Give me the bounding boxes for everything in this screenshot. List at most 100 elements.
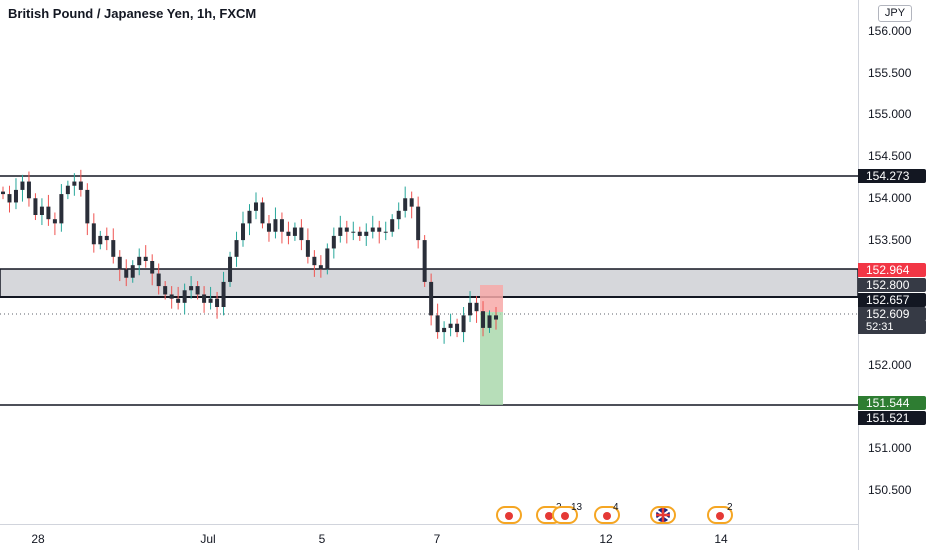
candle-body bbox=[396, 210, 401, 220]
candle-body bbox=[429, 281, 434, 316]
candle-body bbox=[150, 261, 155, 274]
zone-rect[interactable] bbox=[0, 268, 858, 298]
candle-body bbox=[442, 327, 447, 333]
candle-body bbox=[72, 181, 77, 186]
candle-body bbox=[59, 194, 64, 224]
symbol-title[interactable]: British Pound / Japanese Yen, 1h, FXCM bbox=[8, 6, 257, 21]
candles-group bbox=[1, 169, 498, 344]
time-label: Jul bbox=[200, 532, 216, 546]
candle-body bbox=[189, 286, 194, 291]
candle-body bbox=[331, 235, 336, 249]
candle-body bbox=[13, 189, 18, 203]
price-tick: 153.500 bbox=[868, 233, 912, 247]
event-dot bbox=[716, 512, 724, 520]
candle-body bbox=[169, 294, 174, 299]
candle-body bbox=[46, 206, 51, 220]
candle-body bbox=[292, 227, 297, 236]
event-dot bbox=[505, 512, 513, 520]
uk-flag-icon[interactable] bbox=[552, 506, 578, 524]
candle-body bbox=[124, 269, 129, 278]
candle-body bbox=[241, 223, 246, 241]
candle-body bbox=[338, 227, 343, 236]
candle-body bbox=[247, 210, 252, 224]
take-profit-box[interactable] bbox=[480, 312, 503, 405]
uk-flag-icon[interactable] bbox=[650, 506, 676, 524]
price-tick: 156.000 bbox=[868, 24, 912, 38]
event-dot bbox=[603, 512, 611, 520]
current-price-tag[interactable]: 152.609 bbox=[858, 307, 926, 321]
candle-body bbox=[318, 265, 323, 270]
candle-body bbox=[117, 256, 122, 270]
chart-area[interactable]: British Pound / Japanese Yen, 1h, FXCM 2… bbox=[0, 0, 858, 524]
candle-body bbox=[202, 294, 207, 303]
time-label: 28 bbox=[31, 532, 45, 546]
candle-body bbox=[273, 219, 278, 232]
candlestick-chart[interactable] bbox=[0, 0, 858, 524]
candle-body bbox=[137, 256, 142, 266]
candle-body bbox=[176, 298, 181, 303]
candle-body bbox=[1, 191, 5, 195]
candle-body bbox=[279, 219, 284, 232]
time-label: 14 bbox=[714, 532, 728, 546]
event-count: 2 bbox=[727, 502, 733, 513]
candle-body bbox=[104, 235, 109, 241]
red-dot-icon[interactable] bbox=[594, 506, 620, 524]
uk-flag-icon[interactable] bbox=[496, 506, 522, 524]
take-profit-price-tag[interactable]: 151.544 bbox=[858, 396, 926, 410]
candle-body bbox=[221, 281, 226, 307]
candle-body bbox=[403, 198, 408, 211]
candle-body bbox=[111, 240, 116, 257]
price-tick: 150.500 bbox=[868, 483, 912, 497]
candle-body bbox=[422, 240, 427, 282]
candle-body bbox=[78, 181, 83, 190]
red-dot-icon[interactable] bbox=[707, 506, 733, 524]
candle-body bbox=[7, 194, 12, 203]
stop-loss-box[interactable] bbox=[480, 285, 503, 312]
candle-body bbox=[344, 227, 349, 232]
time-label: 7 bbox=[433, 532, 441, 546]
time-label: 5 bbox=[318, 532, 326, 546]
candle-body bbox=[130, 265, 135, 278]
candle-body bbox=[364, 231, 369, 236]
candle-body bbox=[481, 311, 486, 328]
price-tick: 155.000 bbox=[868, 107, 912, 121]
candle-body bbox=[52, 219, 57, 224]
candle-body bbox=[487, 315, 492, 328]
time-label: 12 bbox=[599, 532, 613, 546]
zone-bottom-price-tag[interactable]: 152.657 bbox=[858, 293, 926, 307]
candle-body bbox=[20, 181, 25, 190]
candle-body bbox=[98, 235, 103, 245]
candle-body bbox=[357, 231, 362, 236]
candle-body bbox=[182, 290, 187, 303]
countdown-tag: 52:31 bbox=[858, 320, 926, 334]
price-tick: 155.500 bbox=[868, 66, 912, 80]
candle-body bbox=[468, 302, 473, 316]
price-tick: 151.000 bbox=[868, 441, 912, 455]
zone-top-price-tag[interactable]: 152.800 bbox=[858, 278, 926, 292]
candle-body bbox=[208, 298, 213, 303]
candle-body bbox=[228, 256, 233, 282]
time-axis[interactable] bbox=[0, 524, 858, 550]
candle-body bbox=[494, 315, 498, 320]
candle-body bbox=[312, 256, 317, 266]
event-dot bbox=[561, 512, 569, 520]
candle-body bbox=[266, 223, 271, 232]
stop-loss-price-tag[interactable]: 152.964 bbox=[858, 263, 926, 277]
candle-body bbox=[455, 323, 460, 333]
candle-body bbox=[65, 185, 70, 195]
support-price-tag[interactable]: 151.521 bbox=[858, 411, 926, 425]
candle-body bbox=[143, 256, 148, 261]
candle-body bbox=[286, 231, 291, 236]
candle-body bbox=[370, 227, 375, 232]
candle-body bbox=[325, 248, 330, 270]
candle-body bbox=[85, 189, 90, 224]
candle-body bbox=[377, 227, 382, 232]
resistance-price-tag[interactable]: 154.273 bbox=[858, 169, 926, 183]
event-dot bbox=[545, 512, 553, 520]
candle-body bbox=[351, 231, 356, 233]
candle-body bbox=[383, 231, 388, 233]
candle-body bbox=[215, 298, 220, 307]
currency-button[interactable]: JPY bbox=[878, 5, 912, 22]
candle-body bbox=[234, 240, 239, 257]
candle-body bbox=[474, 302, 479, 312]
